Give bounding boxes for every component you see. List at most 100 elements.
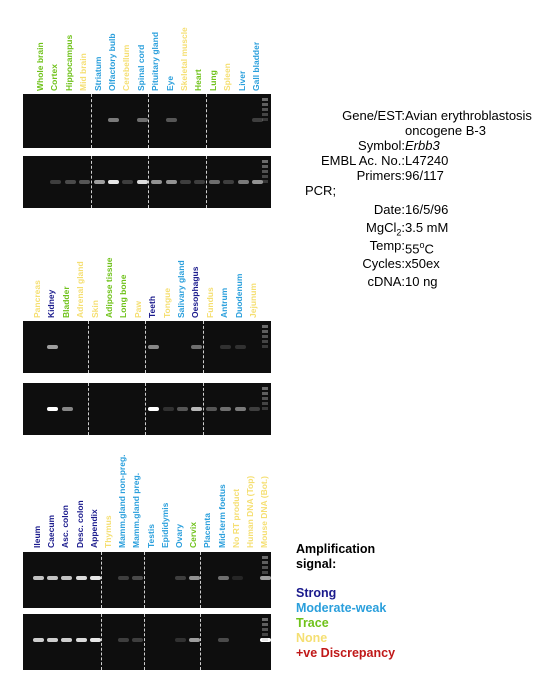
gel-band xyxy=(162,407,174,411)
gel-band xyxy=(252,118,263,122)
gel-band xyxy=(47,638,59,642)
lane-separator xyxy=(200,614,202,670)
cycles-key: Cycles: xyxy=(362,256,405,271)
lane-separator xyxy=(202,383,204,435)
gel-image-1-top xyxy=(23,94,271,148)
ladder-band xyxy=(262,561,268,564)
gel-band xyxy=(252,180,263,184)
lane-label: Mouse DNA (Bot.) xyxy=(259,476,270,548)
lane-label: Mamm.gland preg. xyxy=(131,472,142,548)
temp-value: 55oC xyxy=(405,238,434,256)
mgcl-value: 3.5 mM xyxy=(405,220,449,235)
mgcl-key-sub: 2 xyxy=(396,227,402,238)
lane-label: Appendix xyxy=(88,509,99,548)
pcr-label: PCR; xyxy=(305,183,337,198)
primers-value: 96/117 xyxy=(405,168,444,183)
lane-label: Desc. colon xyxy=(74,500,85,548)
mgcl-key: MgCl2: xyxy=(366,220,405,241)
temp-value-unit: C xyxy=(424,241,434,257)
lane-label: Ovary xyxy=(174,523,184,548)
lane-separator xyxy=(87,321,89,373)
primers-key: Primers: xyxy=(356,168,405,183)
ladder-band xyxy=(262,165,268,168)
gel-band xyxy=(108,180,119,184)
mgcl-key-main: MgCl xyxy=(366,220,397,235)
date-row: Date: 16/5/96 xyxy=(300,202,558,217)
ladder-band xyxy=(262,160,268,163)
gel-image-2-bottom xyxy=(23,383,271,435)
gel-band xyxy=(234,345,246,349)
lane-separator xyxy=(143,552,145,608)
gel-band xyxy=(194,180,206,184)
lane-separator xyxy=(148,94,150,148)
mgcl-row: MgCl2: 3.5 mM xyxy=(300,220,558,238)
gel-band xyxy=(175,638,186,642)
ladder-band xyxy=(262,345,268,348)
cdna-row: cDNA: 10 ng xyxy=(300,274,558,289)
gel-band xyxy=(220,407,232,411)
lane-label: Mamm.gland non-preg. xyxy=(117,454,128,549)
gel-band xyxy=(165,180,177,184)
gel-band xyxy=(33,576,44,580)
lane-label: Caecum xyxy=(46,514,57,548)
symbol-value: Erbb3 xyxy=(405,138,440,153)
ladder-band xyxy=(262,576,268,579)
ladder-band xyxy=(262,628,268,631)
legend-none: None xyxy=(296,631,328,645)
ladder-band xyxy=(262,618,268,621)
experiment-info: Gene/EST: Avian erythroblastosis oncogen… xyxy=(300,108,558,289)
gel-band xyxy=(260,638,271,642)
ladder-band xyxy=(262,175,268,178)
legend-spacer xyxy=(296,572,395,586)
legend-title-2: signal: xyxy=(296,557,337,571)
gel-band xyxy=(191,407,203,411)
ladder-band xyxy=(262,330,268,333)
embl-key: EMBL Ac. No.: xyxy=(320,153,405,168)
ladder-band xyxy=(262,108,268,111)
lane-separator xyxy=(145,383,147,435)
gel-band xyxy=(61,407,73,411)
gel-band xyxy=(118,638,130,642)
lane-label: No RT product xyxy=(230,488,241,548)
gel-band xyxy=(136,118,148,122)
cdna-value: 10 ng xyxy=(405,274,438,289)
date-value: 16/5/96 xyxy=(405,202,449,217)
gel-image-1-bottom xyxy=(23,156,271,208)
gene-row: Gene/EST: Avian erythroblastosis xyxy=(300,108,558,123)
gel-band xyxy=(47,407,59,411)
lane-separator xyxy=(202,321,204,373)
temp-row: Temp: 55oC xyxy=(300,238,558,256)
cycles-row: Cycles: x50ex xyxy=(300,256,558,271)
ladder-band xyxy=(262,180,268,183)
lane-separator xyxy=(143,614,145,670)
temp-value-degree: o xyxy=(419,240,425,250)
gel-band xyxy=(89,576,101,580)
ladder-band xyxy=(262,638,268,641)
lane-separator xyxy=(148,156,150,208)
lane-label: Epididymis xyxy=(159,502,170,548)
gel-band xyxy=(64,180,76,184)
temp-value-num: 55 xyxy=(405,241,420,257)
lane-label: Testis xyxy=(145,524,156,548)
gel-panel-2: Pancreas Kidney Bladder Adrenal gland Skin Ad… xyxy=(23,258,271,435)
gel-band xyxy=(177,407,188,411)
gel-band xyxy=(189,576,201,580)
gel-band xyxy=(47,576,59,580)
gel-band xyxy=(148,407,160,411)
gel-band xyxy=(217,576,229,580)
legend-strong: Strong xyxy=(296,586,337,600)
symbol-row: Symbol: Erbb3 xyxy=(300,138,558,153)
gel-band xyxy=(180,180,191,184)
legend-trace: Trace xyxy=(296,616,329,630)
ladder-band xyxy=(262,623,268,626)
gel-image-2-top xyxy=(23,321,271,373)
lane-separator xyxy=(101,552,102,608)
gel-band xyxy=(108,118,119,122)
ladder-band xyxy=(262,397,268,400)
gel-image-3-top xyxy=(23,552,271,608)
gel-band xyxy=(33,638,44,642)
gel-band xyxy=(249,407,260,411)
gel-image-3-bottom xyxy=(23,614,271,670)
ladder-band xyxy=(262,387,268,390)
